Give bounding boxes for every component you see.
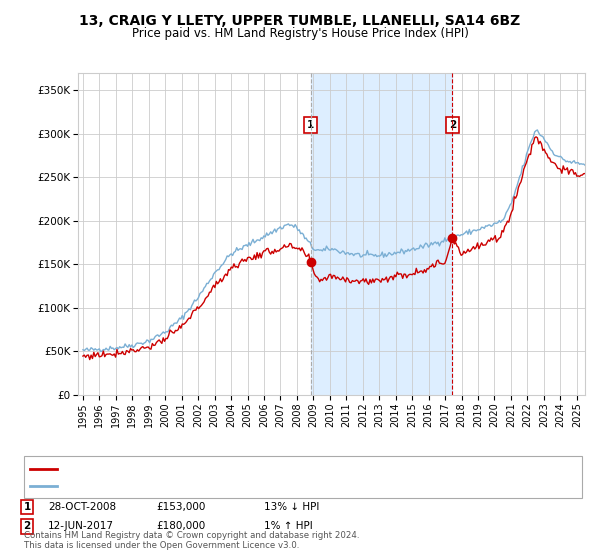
Text: 2: 2 [23,521,31,531]
Text: 1% ↑ HPI: 1% ↑ HPI [264,521,313,531]
Text: 1: 1 [307,120,314,130]
Text: Contains HM Land Registry data © Crown copyright and database right 2024.
This d: Contains HM Land Registry data © Crown c… [24,530,359,550]
Text: 28-OCT-2008: 28-OCT-2008 [48,502,116,512]
Text: 1: 1 [23,502,31,512]
Text: 13% ↓ HPI: 13% ↓ HPI [264,502,319,512]
Text: 2: 2 [449,120,456,130]
Text: £180,000: £180,000 [156,521,205,531]
Text: £153,000: £153,000 [156,502,205,512]
Text: 13, CRAIG Y LLETY, UPPER TUMBLE, LLANELLI, SA14 6BZ: 13, CRAIG Y LLETY, UPPER TUMBLE, LLANELL… [79,14,521,28]
Text: HPI: Average price, detached house, Carmarthenshire: HPI: Average price, detached house, Carm… [63,480,331,491]
Text: 12-JUN-2017: 12-JUN-2017 [48,521,114,531]
Text: 13, CRAIG Y LLETY, UPPER TUMBLE, LLANELLI, SA14 6BZ (detached house): 13, CRAIG Y LLETY, UPPER TUMBLE, LLANELL… [63,464,435,474]
Bar [311,73,452,395]
Text: Price paid vs. HM Land Registry's House Price Index (HPI): Price paid vs. HM Land Registry's House … [131,27,469,40]
